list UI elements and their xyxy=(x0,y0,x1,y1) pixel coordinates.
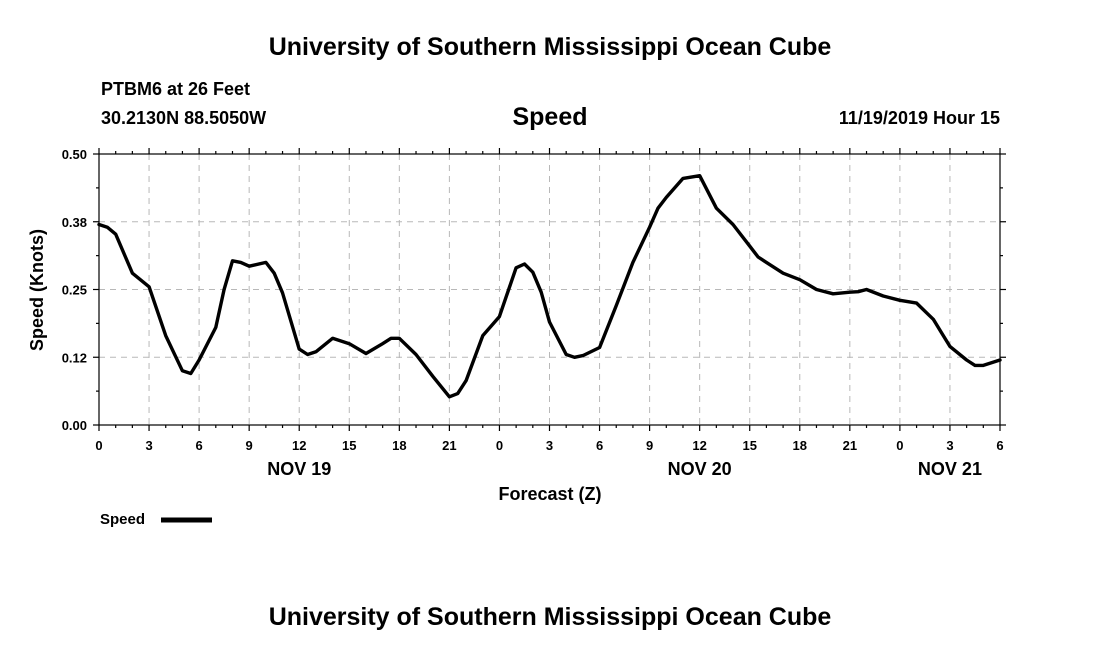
y-axis-title: Speed (Knots) xyxy=(27,229,47,351)
x-tick-label: 15 xyxy=(342,438,356,453)
x-tick-label: 3 xyxy=(946,438,953,453)
y-tick-label: 0.38 xyxy=(62,215,87,230)
x-tick-label: 6 xyxy=(996,438,1003,453)
top-title: University of Southern Mississippi Ocean… xyxy=(269,33,832,61)
x-tick-label: 0 xyxy=(896,438,903,453)
x-tick-label: 21 xyxy=(442,438,456,453)
y-tick-label: 0.12 xyxy=(62,350,87,365)
day-label: NOV 21 xyxy=(918,459,982,479)
x-tick-label: 9 xyxy=(646,438,653,453)
x-tick-label: 21 xyxy=(843,438,857,453)
grid-lines xyxy=(99,154,1000,425)
x-tick-label: 18 xyxy=(793,438,807,453)
y-tick-label: 0.25 xyxy=(62,283,87,298)
location-label: 30.2130N 88.5050W xyxy=(101,108,266,128)
day-label: NOV 19 xyxy=(267,459,331,479)
x-tick-labels: 0 3 6 9 12 15 18 21 0 3 6 9 12 15 18 21 0 3 6 xyxy=(95,438,1003,453)
series-layer xyxy=(97,173,1002,399)
day-label: NOV 20 xyxy=(668,459,732,479)
station-label: PTBM6 at 26 Feet xyxy=(101,79,250,99)
series-line-speed xyxy=(97,173,1002,399)
x-tick-label: 12 xyxy=(692,438,706,453)
x-tick-label: 3 xyxy=(546,438,553,453)
day-labels: NOV 19 NOV 20 NOV 21 xyxy=(267,459,982,479)
y-tick-labels: 0.00 0.12 0.25 0.38 0.50 xyxy=(62,147,87,433)
y-tick-label: 0.00 xyxy=(62,418,87,433)
y-tick-label: 0.50 xyxy=(62,147,87,162)
x-tick-label: 12 xyxy=(292,438,306,453)
x-axis-title: Forecast (Z) xyxy=(498,484,601,504)
run-time-label: 11/19/2019 Hour 15 xyxy=(839,108,1000,128)
legend: Speed xyxy=(100,511,212,528)
x-tick-label: 6 xyxy=(596,438,603,453)
x-tick-label: 0 xyxy=(95,438,102,453)
x-tick-label: 18 xyxy=(392,438,406,453)
axis-ticks xyxy=(93,148,1006,431)
x-tick-label: 0 xyxy=(496,438,503,453)
x-tick-label: 15 xyxy=(742,438,756,453)
x-tick-label: 6 xyxy=(195,438,202,453)
bottom-title: University of Southern Mississippi Ocean… xyxy=(269,603,832,631)
chart-title: Speed xyxy=(512,103,587,131)
legend-label: Speed xyxy=(100,511,145,528)
x-tick-label: 9 xyxy=(246,438,253,453)
x-tick-label: 3 xyxy=(145,438,152,453)
